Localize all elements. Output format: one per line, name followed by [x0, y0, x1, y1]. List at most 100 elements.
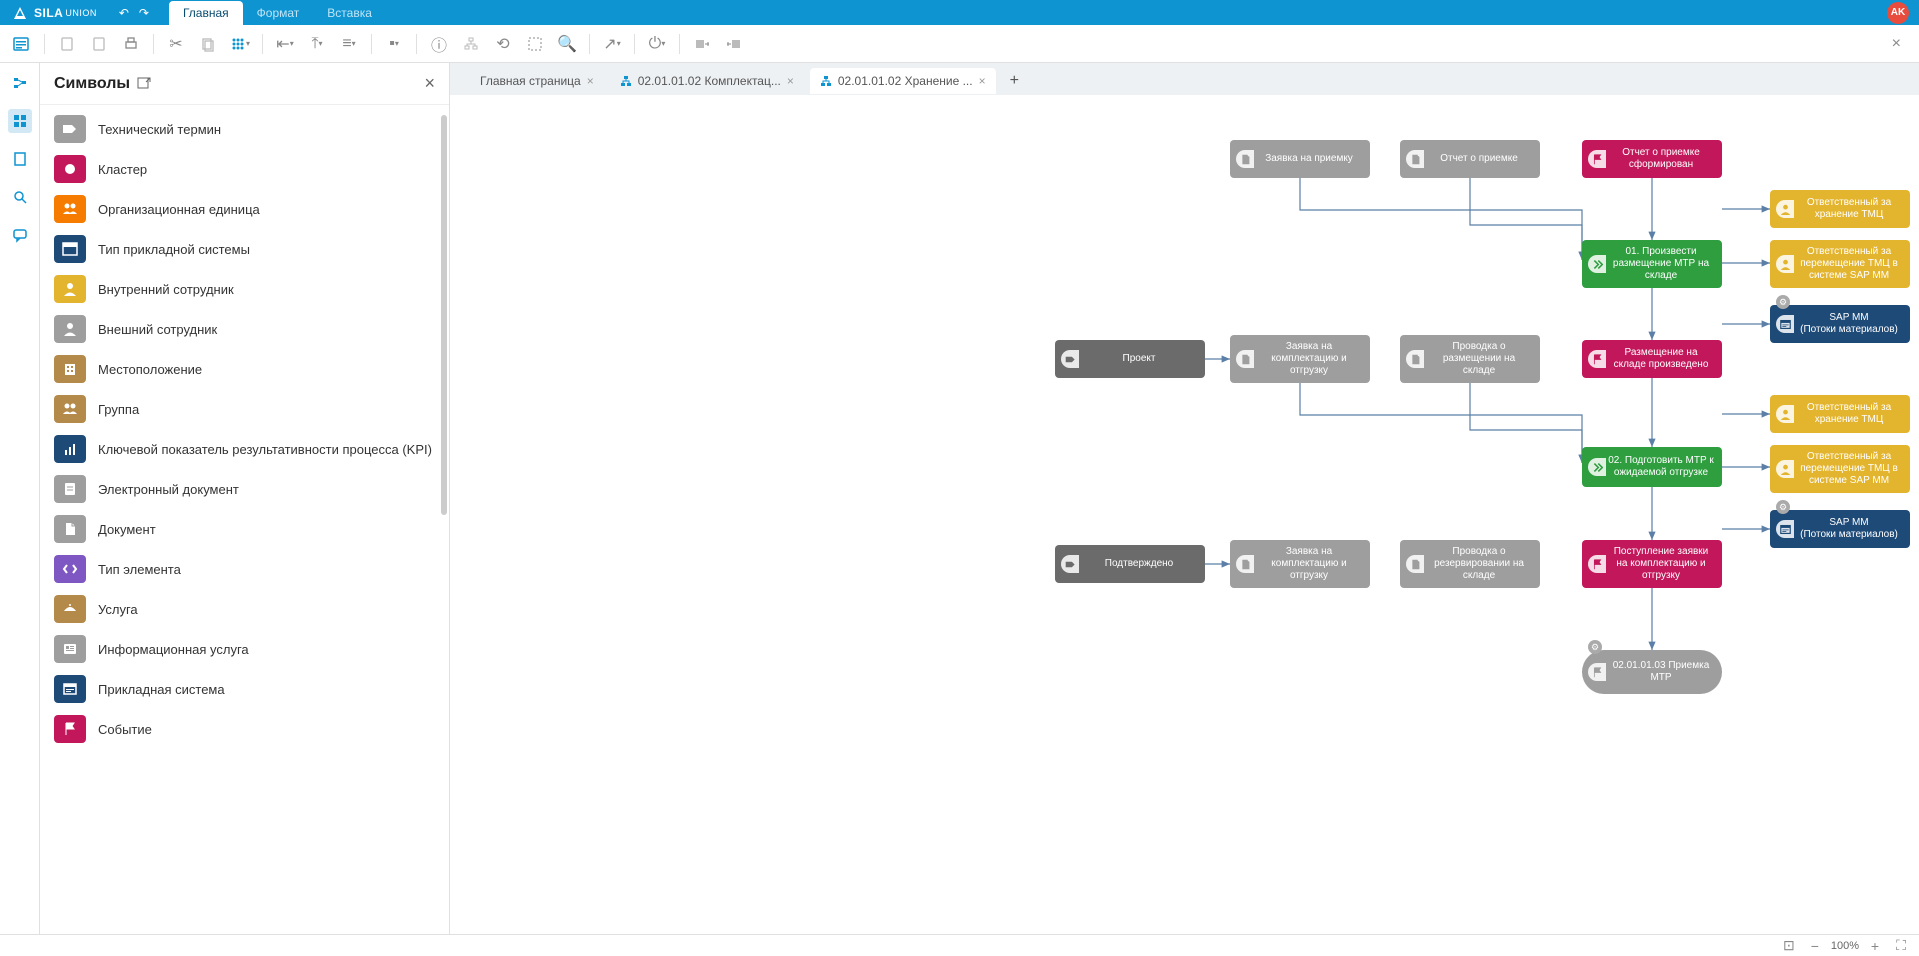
symbol-label: Внутренний сотрудник: [98, 282, 234, 297]
symbol-item[interactable]: Местоположение: [40, 349, 449, 389]
rail-search-icon[interactable]: [8, 185, 32, 209]
symbol-item[interactable]: Электронный документ: [40, 469, 449, 509]
symbol-item[interactable]: Прикладная система: [40, 669, 449, 709]
tool-power-icon[interactable]: ⏻▾: [643, 30, 671, 58]
diagram-node[interactable]: 02. Подготовить МТР к ожидаемой отгрузке: [1582, 447, 1722, 487]
symbol-item[interactable]: Внешний сотрудник: [40, 309, 449, 349]
redo-button[interactable]: ↷: [139, 6, 149, 20]
diagram-node[interactable]: Отчет о приемке сформирован: [1582, 140, 1722, 178]
document-tab[interactable]: 02.01.01.02 Комплектац... ×: [610, 68, 804, 94]
building-icon: [54, 355, 86, 383]
symbols-expand-icon[interactable]: [136, 76, 152, 92]
tool-align-top-icon[interactable]: ⤒▾: [303, 30, 331, 58]
tool-cut-icon[interactable]: ✂: [162, 30, 190, 58]
diagram-node[interactable]: 01. Произвести размещение МТР на складе: [1582, 240, 1722, 288]
tool-align-left-icon[interactable]: ⇤▾: [271, 30, 299, 58]
tool-refresh-icon[interactable]: ⟲: [489, 30, 517, 58]
fullscreen-icon[interactable]: ⛶: [1893, 937, 1909, 954]
symbol-item[interactable]: Событие: [40, 709, 449, 749]
symbol-item[interactable]: Услуга: [40, 589, 449, 629]
symbol-label: Ключевой показатель результативности про…: [98, 442, 432, 457]
flag-icon: [1588, 150, 1606, 168]
diagram-node[interactable]: ⚙SAP MM(Потоки материалов): [1770, 305, 1910, 343]
diagram-node[interactable]: Подтверждено: [1055, 545, 1205, 583]
ribbon-tab[interactable]: Формат: [243, 1, 314, 25]
tool-paste-icon[interactable]: ▾: [226, 30, 254, 58]
symbol-item[interactable]: Группа: [40, 389, 449, 429]
diagram-node[interactable]: Проводка о резервировании на складе: [1400, 540, 1540, 588]
symbols-header: Символы ×: [40, 63, 449, 105]
tool-snap2-icon[interactable]: [720, 30, 748, 58]
doc-icon: [1236, 555, 1254, 573]
tool-open-icon[interactable]: [85, 30, 113, 58]
tool-new-icon[interactable]: [53, 30, 81, 58]
diagram-node[interactable]: Отчет о приемке: [1400, 140, 1540, 178]
tool-print-icon[interactable]: [117, 30, 145, 58]
diagram-node[interactable]: ⚙SAP MM(Потоки материалов): [1770, 510, 1910, 548]
app-icon: [1776, 520, 1794, 538]
tool-hierarchy-icon[interactable]: [457, 30, 485, 58]
add-tab-button[interactable]: +: [1002, 68, 1027, 94]
symbol-item[interactable]: Организационная единица: [40, 189, 449, 229]
rail-symbols-icon[interactable]: [8, 109, 32, 133]
news-icon: [54, 635, 86, 663]
symbol-item[interactable]: Кластер: [40, 149, 449, 189]
ribbon-tab[interactable]: Главная: [169, 1, 243, 25]
symbol-label: Прикладная система: [98, 682, 225, 697]
tab-close-icon[interactable]: ×: [787, 74, 794, 88]
tab-label: 02.01.01.02 Комплектац...: [638, 74, 781, 88]
diagram-node[interactable]: Заявка на комплектацию и отгрузку: [1230, 335, 1370, 383]
rail-comment-icon[interactable]: [8, 223, 32, 247]
tool-home-icon[interactable]: [8, 30, 36, 58]
tool-select-icon[interactable]: [521, 30, 549, 58]
diagram-node[interactable]: Ответственный за хранение ТМЦ: [1770, 190, 1910, 228]
diagram-node[interactable]: Ответственный за перемещение ТМЦ в систе…: [1770, 445, 1910, 493]
tool-export-icon[interactable]: ↗▾: [598, 30, 626, 58]
person-icon: [1776, 405, 1794, 423]
diagram-node[interactable]: Проект: [1055, 340, 1205, 378]
diagram-node[interactable]: Заявка на приемку: [1230, 140, 1370, 178]
symbol-item[interactable]: Тип прикладной системы: [40, 229, 449, 269]
toolbar-close-icon[interactable]: ×: [1882, 35, 1911, 53]
ribbon-tab[interactable]: Вставка: [313, 1, 386, 25]
symbols-close-icon[interactable]: ×: [424, 73, 435, 94]
app-icon: [1776, 315, 1794, 333]
rail-doc-icon[interactable]: [8, 147, 32, 171]
undo-button[interactable]: ↶: [119, 6, 129, 20]
app-icon: [54, 675, 86, 703]
zoom-fit-icon[interactable]: ⊡: [1781, 937, 1797, 954]
symbol-label: Технический термин: [98, 122, 221, 137]
symbol-item[interactable]: Технический термин: [40, 109, 449, 149]
diagram-canvas[interactable]: Заявка на приемку Отчет о приемке Отчет о …: [450, 95, 1919, 934]
diagram-node[interactable]: Проводка о размещении на складе: [1400, 335, 1540, 383]
symbol-item[interactable]: Тип элемента: [40, 549, 449, 589]
symbol-item[interactable]: Документ: [40, 509, 449, 549]
tool-distribute-icon[interactable]: ≡▾: [335, 30, 363, 58]
rail-tree-icon[interactable]: [8, 71, 32, 95]
tool-copy-icon[interactable]: [194, 30, 222, 58]
tab-close-icon[interactable]: ×: [979, 74, 986, 88]
tool-snap1-icon[interactable]: [688, 30, 716, 58]
ribbon-tabs: ГлавнаяФорматВставка: [169, 0, 386, 25]
symbol-item[interactable]: Ключевой показатель результативности про…: [40, 429, 449, 469]
zoom-in-button[interactable]: +: [1867, 938, 1883, 954]
tool-layer-icon[interactable]: ▪▾: [380, 30, 408, 58]
diagram-node[interactable]: Поступление заявки на комплектацию и отг…: [1582, 540, 1722, 588]
tool-info-icon[interactable]: ⓘ: [425, 30, 453, 58]
document-tabs: Главная страница×02.01.01.02 Комплектац.…: [450, 63, 1919, 95]
tool-zoom-icon[interactable]: 🔍: [553, 30, 581, 58]
diagram-node[interactable]: Размещение на складе произведено: [1582, 340, 1722, 378]
symbol-item[interactable]: Информационная услуга: [40, 629, 449, 669]
document-tab[interactable]: 02.01.01.02 Хранение ...×: [810, 68, 996, 94]
diagram-node[interactable]: Ответственный за перемещение ТМЦ в систе…: [1770, 240, 1910, 288]
doc-icon: [54, 515, 86, 543]
symbol-label: Кластер: [98, 162, 147, 177]
tab-close-icon[interactable]: ×: [587, 74, 594, 88]
diagram-node[interactable]: Ответственный за хранение ТМЦ: [1770, 395, 1910, 433]
diagram-node[interactable]: ⚙02.01.01.03 Приемка МТР: [1582, 650, 1722, 694]
document-tab[interactable]: Главная страница×: [470, 68, 604, 94]
diagram-node[interactable]: Заявка на комплектацию и отгрузку: [1230, 540, 1370, 588]
symbol-item[interactable]: Внутренний сотрудник: [40, 269, 449, 309]
user-avatar[interactable]: AK: [1887, 2, 1909, 24]
zoom-out-button[interactable]: −: [1807, 938, 1823, 954]
